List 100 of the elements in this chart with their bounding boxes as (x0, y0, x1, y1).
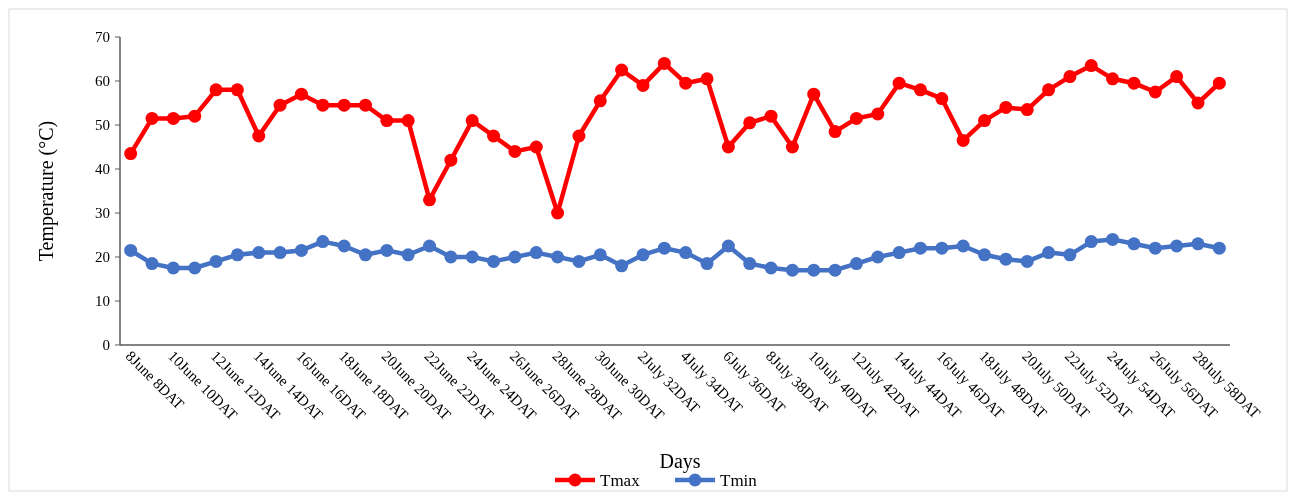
point (209, 254, 223, 268)
point (508, 144, 522, 158)
point (978, 114, 992, 128)
y-tick-label: 20 (95, 249, 110, 266)
point (1106, 232, 1120, 246)
point (1191, 96, 1205, 110)
point (380, 243, 394, 257)
point (636, 78, 650, 92)
point (1020, 254, 1034, 268)
point (166, 111, 180, 125)
y-tick-label: 50 (95, 117, 110, 134)
point (124, 243, 138, 257)
point (636, 248, 650, 262)
point (679, 76, 693, 90)
point (743, 116, 757, 130)
point (572, 129, 586, 143)
point (913, 241, 927, 255)
point (124, 147, 138, 161)
point (444, 250, 458, 264)
point (209, 83, 223, 97)
point (1020, 103, 1034, 117)
point (849, 111, 863, 125)
point (1148, 85, 1162, 99)
point (358, 98, 372, 112)
y-tick-label: 30 (95, 205, 110, 222)
point (273, 98, 287, 112)
y-tick-label: 40 (95, 161, 110, 178)
point (465, 250, 479, 264)
y-tick-label: 60 (95, 73, 110, 90)
point (252, 246, 266, 260)
point (1127, 76, 1141, 90)
point (871, 107, 885, 121)
point (1084, 235, 1098, 249)
point (1170, 239, 1184, 253)
point (401, 114, 415, 128)
point (1042, 246, 1056, 260)
point (529, 246, 543, 260)
point (956, 133, 970, 147)
point (828, 263, 842, 277)
point (956, 239, 970, 253)
point (188, 109, 202, 123)
point (273, 246, 287, 260)
point (316, 235, 330, 249)
point (1127, 237, 1141, 251)
point (913, 83, 927, 97)
point (465, 114, 479, 128)
point (487, 254, 501, 268)
point (230, 248, 244, 262)
point (892, 76, 906, 90)
point (444, 153, 458, 167)
point (487, 129, 501, 143)
point (1063, 248, 1077, 262)
y-tick-label: 70 (95, 29, 110, 46)
point (1106, 72, 1120, 86)
point (764, 261, 778, 275)
point (935, 92, 949, 106)
point (657, 241, 671, 255)
point (145, 111, 159, 125)
point (401, 248, 415, 262)
point (230, 83, 244, 97)
point (145, 257, 159, 271)
point (166, 261, 180, 275)
point (508, 250, 522, 264)
point (807, 87, 821, 101)
point (572, 254, 586, 268)
point (593, 94, 607, 108)
point (294, 243, 308, 257)
point (1148, 241, 1162, 255)
point (871, 250, 885, 264)
point (337, 98, 351, 112)
point (615, 63, 629, 77)
point (423, 239, 437, 253)
point (657, 56, 671, 70)
point (978, 248, 992, 262)
point (999, 100, 1013, 114)
point (679, 246, 693, 260)
point (764, 109, 778, 123)
point (316, 98, 330, 112)
point (828, 125, 842, 139)
point (935, 241, 949, 255)
point (721, 239, 735, 253)
point (849, 257, 863, 271)
point (785, 263, 799, 277)
point (551, 206, 565, 220)
point (529, 140, 543, 154)
x-axis-title: Days (659, 450, 701, 473)
point (1084, 59, 1098, 73)
point (999, 252, 1013, 266)
point (337, 239, 351, 253)
point (593, 248, 607, 262)
legend-label: Tmax (600, 471, 641, 490)
point (1042, 83, 1056, 97)
point (1063, 70, 1077, 84)
point (551, 250, 565, 264)
point (358, 248, 372, 262)
point (423, 193, 437, 207)
point (1212, 76, 1226, 90)
point (1191, 237, 1205, 251)
y-tick-label: 10 (95, 293, 110, 310)
point (294, 87, 308, 101)
